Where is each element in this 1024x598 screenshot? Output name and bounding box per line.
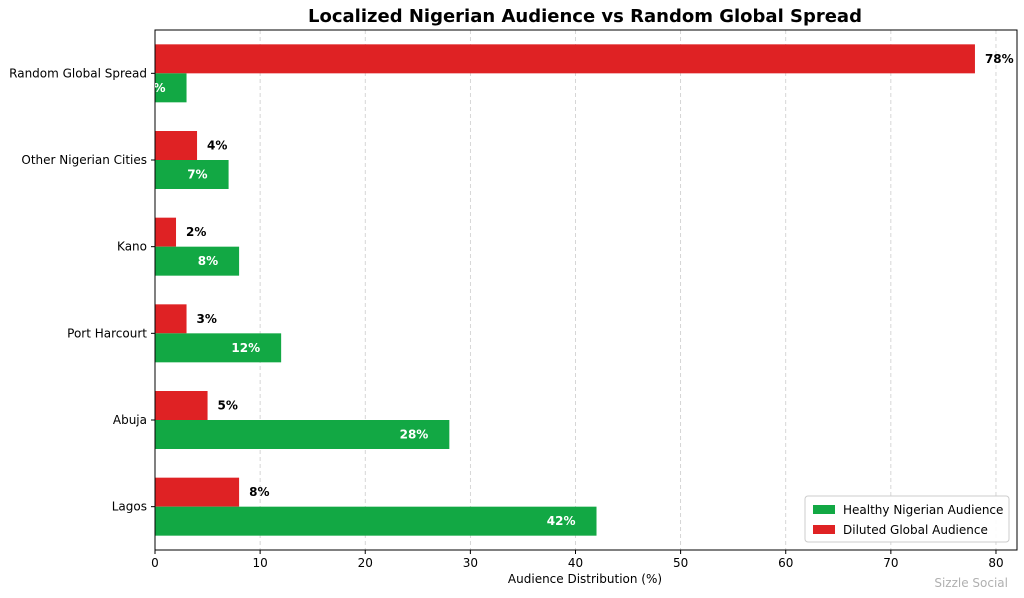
x-tick-label: 30 xyxy=(463,556,478,570)
bar-label-healthy: 12% xyxy=(231,341,260,355)
bar-diluted xyxy=(155,304,187,334)
bar-diluted xyxy=(155,131,198,160)
x-axis-label: Audience Distribution (%) xyxy=(508,572,662,586)
bar-label-healthy: 42% xyxy=(547,514,576,528)
bar-label-healthy: 8% xyxy=(198,254,218,268)
bar-label-diluted: 78% xyxy=(985,52,1014,66)
y-tick-label: Random Global Spread xyxy=(9,66,147,80)
bar-label-healthy: 3% xyxy=(145,81,165,95)
x-tick-label: 60 xyxy=(778,556,793,570)
watermark: Sizzle Social xyxy=(934,576,1008,590)
bar-label-diluted: 5% xyxy=(218,399,238,413)
bar-label-diluted: 3% xyxy=(197,312,217,326)
plot-frame xyxy=(154,29,1018,551)
bar-label-diluted: 2% xyxy=(186,225,206,239)
bar-label-healthy: 7% xyxy=(187,168,207,182)
bars xyxy=(155,44,975,536)
y-tick-label: Abuja xyxy=(113,413,147,427)
x-tick-label: 80 xyxy=(988,556,1003,570)
y-tick-label: Lagos xyxy=(112,500,147,514)
y-tick-label: Port Harcourt xyxy=(67,326,147,340)
bar-healthy xyxy=(155,333,282,363)
legend: Healthy Nigerian Audience Diluted Global … xyxy=(804,495,1010,543)
bar-label-healthy: 28% xyxy=(400,428,429,442)
bar-diluted xyxy=(155,391,208,420)
x-tick-label: 70 xyxy=(883,556,898,570)
bar-diluted xyxy=(155,217,177,247)
x-tick-label: 50 xyxy=(673,556,688,570)
bar-label-diluted: 8% xyxy=(249,485,269,499)
bar-healthy xyxy=(155,420,450,449)
axes: Lagos Abuja Port Harcourt Kano Other Nigeria… xyxy=(9,29,1018,570)
y-tick-label: Kano xyxy=(117,240,147,254)
legend-swatch xyxy=(813,505,835,514)
bar-label-diluted: 4% xyxy=(207,139,227,153)
legend-box xyxy=(804,495,1010,543)
y-tick-label: Other Nigerian Cities xyxy=(21,153,147,167)
bar-healthy xyxy=(155,160,229,189)
bar-healthy xyxy=(155,73,187,103)
legend-swatch xyxy=(813,525,835,534)
bar-diluted xyxy=(155,44,975,74)
x-tick-label: 20 xyxy=(358,556,373,570)
bar-healthy xyxy=(155,246,240,276)
chart-title: Localized Nigerian Audience vs Random Gl… xyxy=(308,6,862,27)
legend-label: Healthy Nigerian Audience xyxy=(843,503,1003,517)
bar-diluted xyxy=(155,477,240,507)
x-tick-label: 10 xyxy=(252,556,267,570)
bar-labels: 8% 42% 5% 28% 3% 12% 2% 8% 4% 7% 78% 3% xyxy=(145,52,1014,528)
grid-lines xyxy=(259,30,997,550)
legend-label: Diluted Global Audience xyxy=(843,523,988,537)
x-tick-label: 40 xyxy=(568,556,583,570)
x-tick-label: 0 xyxy=(151,556,159,570)
bar-healthy xyxy=(155,506,597,536)
